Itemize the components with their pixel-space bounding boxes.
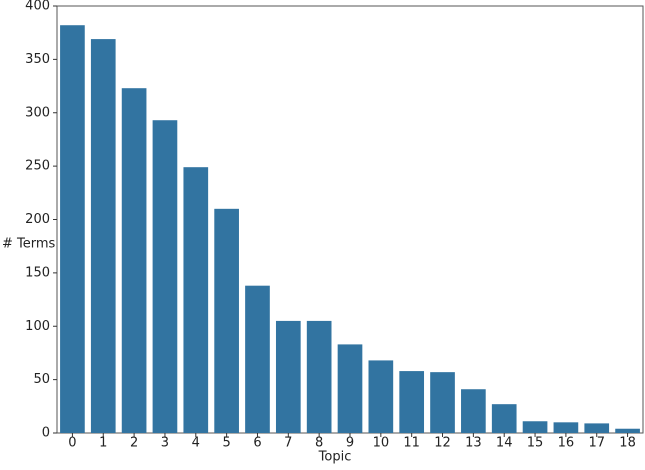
bar — [183, 167, 209, 433]
x-tick-label: 6 — [253, 436, 261, 451]
x-tick-label: 3 — [161, 436, 169, 451]
bar — [430, 372, 455, 433]
y-tick-label: 0 — [42, 426, 50, 441]
x-tick-label: 9 — [346, 436, 354, 451]
bar — [461, 389, 486, 433]
x-tick-label: 5 — [222, 436, 230, 451]
x-tick-label: 18 — [619, 436, 636, 451]
bar — [615, 428, 640, 433]
x-tick-label: 2 — [130, 436, 138, 451]
bar — [306, 320, 332, 433]
bar — [553, 422, 579, 433]
y-tick-label: 250 — [25, 159, 50, 174]
y-tick-label: 50 — [33, 372, 50, 387]
bar — [60, 25, 85, 434]
y-tick-label: 100 — [25, 319, 50, 334]
y-tick-label: 300 — [25, 105, 50, 120]
x-tick-label: 4 — [192, 436, 200, 451]
x-tick-label: 15 — [527, 436, 544, 451]
x-tick-label: 10 — [373, 436, 390, 451]
x-tick-label: 14 — [496, 436, 513, 451]
x-tick-label: 12 — [434, 436, 451, 451]
x-tick-label: 13 — [465, 436, 482, 451]
y-axis-label: # Terms — [2, 237, 56, 252]
x-tick-label: 16 — [558, 436, 575, 451]
y-tick-label: 150 — [25, 265, 50, 280]
bar — [584, 423, 610, 433]
y-tick-label: 350 — [25, 52, 50, 67]
bar — [90, 39, 116, 433]
bar — [245, 285, 270, 433]
x-axis-label: Topic — [318, 450, 352, 465]
bar — [491, 404, 517, 433]
y-tick-label: 200 — [25, 212, 50, 227]
x-tick-label: 0 — [68, 436, 76, 451]
bar — [275, 320, 301, 433]
bar — [522, 421, 548, 433]
bar — [152, 120, 178, 433]
x-tick-label: 11 — [403, 436, 420, 451]
x-tick-label: 17 — [588, 436, 605, 451]
x-tick-label: 7 — [284, 436, 292, 451]
bar — [368, 360, 394, 433]
bar — [399, 371, 425, 433]
x-tick-label: 1 — [99, 436, 107, 451]
bar — [121, 88, 147, 433]
x-tick-label: 8 — [315, 436, 323, 451]
bar — [337, 344, 363, 433]
bar — [214, 208, 239, 433]
y-tick-label: 400 — [25, 0, 50, 14]
